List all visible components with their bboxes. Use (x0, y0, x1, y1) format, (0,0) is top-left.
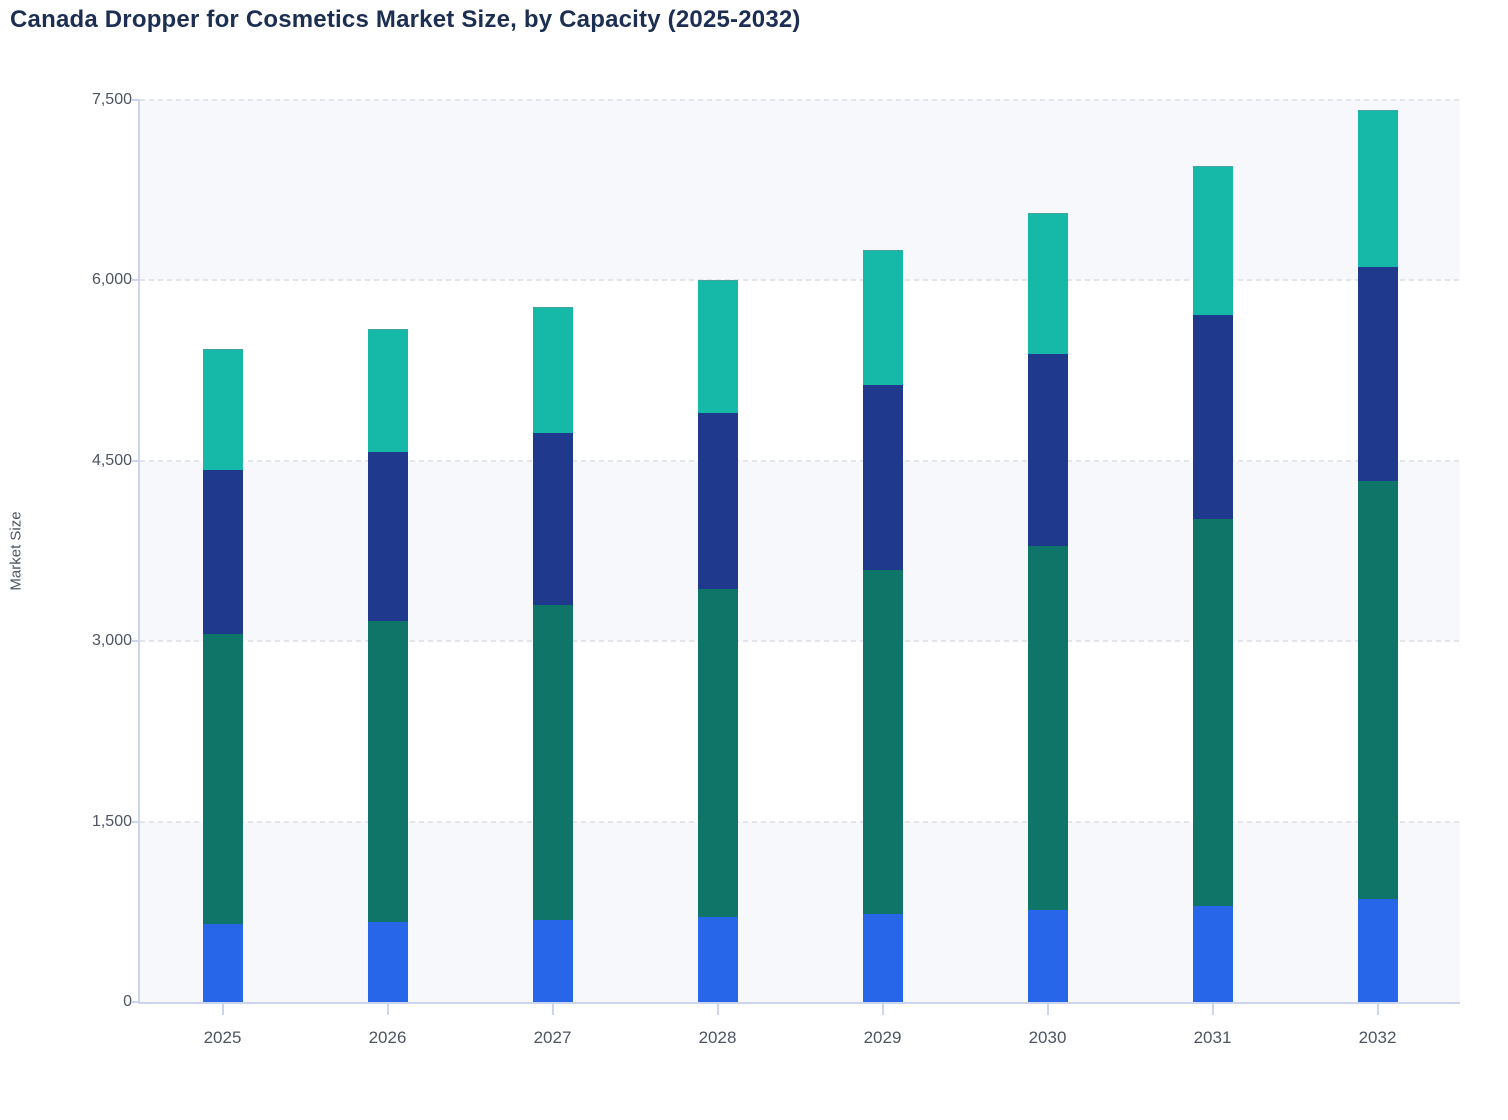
bar-2028-segment-1-blue[interactable] (697, 917, 738, 1002)
x-axis-label-2025: 2025 (203, 1028, 242, 1047)
x-tick-mark (1211, 1004, 1214, 1015)
chart-title: Canada Dropper for Cosmetics Market Size… (10, 6, 801, 33)
plot-band (140, 100, 1460, 281)
bar-2032-segment-4-teal[interactable] (1357, 109, 1398, 268)
bar-2026-segment-1-blue[interactable] (367, 922, 408, 1002)
bar-2025 (202, 348, 243, 1002)
gridline (140, 279, 1460, 282)
bar-2026-segment-2-dark-green[interactable] (367, 620, 408, 923)
y-axis-title: Market Size (7, 511, 25, 591)
x-tick-mark (1376, 1004, 1379, 1015)
y-tick-mark (131, 99, 140, 101)
bar-2030 (1027, 213, 1068, 1002)
x-axis-label-2031: 2031 (1193, 1028, 1232, 1047)
y-tick-label: 0 (123, 993, 132, 1010)
x-axis-label-2027: 2027 (533, 1028, 572, 1047)
x-axis-label-2026: 2026 (368, 1028, 407, 1047)
gridline (140, 459, 1460, 462)
bar-2027-segment-1-blue[interactable] (532, 919, 573, 1002)
bar-2029-segment-2-dark-green[interactable] (862, 570, 903, 915)
x-axis-label-2028: 2028 (698, 1028, 737, 1047)
bar-2029-segment-3-navy[interactable] (862, 385, 903, 571)
x-tick-mark (881, 1004, 884, 1015)
x-tick-mark (716, 1004, 719, 1015)
x-tick-mark (551, 1004, 554, 1015)
y-tick-label: 1,500 (91, 812, 132, 830)
bar-2032-segment-3-navy[interactable] (1357, 267, 1398, 482)
x-axis-label-2030: 2030 (1028, 1028, 1067, 1047)
bar-2031-segment-3-navy[interactable] (1192, 315, 1233, 519)
y-tick-mark (131, 1001, 140, 1003)
bar-2025-segment-1-blue[interactable] (202, 923, 243, 1002)
bar-2031 (1192, 166, 1233, 1002)
bar-2030-segment-4-teal[interactable] (1027, 213, 1068, 354)
x-tick-mark (1046, 1004, 1049, 1015)
y-tick-label: 7,500 (91, 91, 132, 108)
plot-band (140, 460, 1460, 642)
bar-2028-segment-2-dark-green[interactable] (697, 589, 738, 918)
bar-2030-segment-2-dark-green[interactable] (1027, 546, 1068, 910)
bar-2032-segment-2-dark-green[interactable] (1357, 481, 1398, 900)
bar-2025-segment-3-navy[interactable] (202, 469, 243, 634)
bar-2026-segment-3-navy[interactable] (367, 452, 408, 621)
bar-2031-segment-1-blue[interactable] (1192, 905, 1233, 1002)
y-tick-mark (131, 820, 140, 823)
bar-2030-segment-1-blue[interactable] (1027, 909, 1068, 1002)
bar-2030-segment-3-navy[interactable] (1027, 353, 1068, 547)
bar-2031-segment-4-teal[interactable] (1192, 166, 1233, 316)
bar-2027-segment-3-navy[interactable] (532, 433, 573, 606)
x-axis-line (138, 1002, 1460, 1004)
bar-2029-segment-4-teal[interactable] (862, 250, 903, 386)
gridline (140, 640, 1460, 643)
bar-2027 (532, 306, 573, 1002)
bar-2028-segment-3-navy[interactable] (697, 412, 738, 590)
x-axis-label-2032: 2032 (1358, 1028, 1397, 1047)
plot-band (140, 821, 1460, 1002)
y-tick-mark (131, 640, 140, 643)
y-tick-mark (131, 459, 140, 462)
bar-2027-segment-4-teal[interactable] (532, 306, 573, 434)
bar-2028 (697, 280, 738, 1002)
y-tick-label: 4,500 (91, 451, 132, 469)
gridline (140, 820, 1460, 823)
bar-2029 (862, 250, 903, 1002)
bar-2025-segment-2-dark-green[interactable] (202, 633, 243, 924)
y-axis-line (138, 100, 140, 1004)
gridline (140, 99, 1460, 101)
bar-2026 (367, 328, 408, 1002)
y-tick-label: 3,000 (91, 632, 132, 650)
y-tick-label: 6,000 (91, 271, 132, 289)
x-axis-label-2029: 2029 (863, 1028, 902, 1047)
bar-2026-segment-4-teal[interactable] (367, 328, 408, 453)
bar-2029-segment-1-blue[interactable] (862, 914, 903, 1002)
bar-2027-segment-2-dark-green[interactable] (532, 605, 573, 920)
x-tick-mark (386, 1004, 389, 1015)
bar-2032-segment-1-blue[interactable] (1357, 899, 1398, 1002)
bar-2032 (1357, 109, 1398, 1002)
y-tick-mark (131, 279, 140, 282)
x-tick-mark (221, 1004, 224, 1015)
bar-2025-segment-4-teal[interactable] (202, 348, 243, 470)
bar-2028-segment-4-teal[interactable] (697, 280, 738, 413)
bar-2031-segment-2-dark-green[interactable] (1192, 518, 1233, 906)
